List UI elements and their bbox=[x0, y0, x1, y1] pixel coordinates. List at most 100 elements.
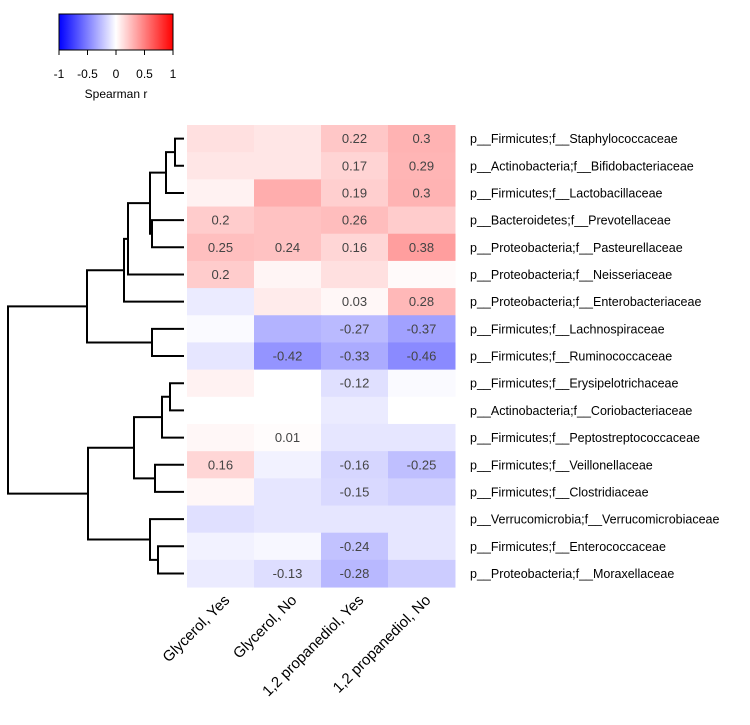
legend-tick-label: 0.5 bbox=[136, 67, 153, 81]
heatmap-cell bbox=[254, 288, 322, 316]
cell-value-label: -0.33 bbox=[340, 349, 370, 364]
row-labels: p__Firmicutes;f__Staphylococcaceae p__Act… bbox=[470, 132, 719, 581]
cell-value-label: 0.17 bbox=[342, 158, 367, 173]
heatmap-cell bbox=[388, 152, 456, 180]
heatmap-cell bbox=[388, 260, 456, 289]
heatmap-cell bbox=[254, 451, 322, 479]
cell-value-label: 0.22 bbox=[342, 131, 367, 146]
row-label: p__Actinobacteria;f__Bifidobacteriaceae bbox=[470, 159, 694, 173]
heatmap-cell bbox=[388, 179, 456, 208]
heatmap-cell bbox=[321, 451, 389, 479]
cell-value-label: -0.15 bbox=[340, 484, 370, 499]
row-dendrogram bbox=[7, 137, 184, 575]
cell-value-label: 0.24 bbox=[275, 240, 300, 255]
cell-value-label: 0.3 bbox=[412, 185, 430, 200]
heatmap-cell bbox=[254, 478, 322, 507]
heatmap-cell bbox=[254, 233, 322, 262]
row-label: p__Firmicutes;f__Erysipelotrichaceae bbox=[470, 377, 678, 391]
cell-value-label: -0.25 bbox=[407, 457, 437, 472]
row-label: p__Firmicutes;f__Lactobacillaceae bbox=[470, 186, 663, 200]
heatmap-cell bbox=[187, 396, 255, 425]
heatmap-cell bbox=[187, 260, 255, 289]
heatmap-cell bbox=[254, 315, 322, 343]
heatmap-cell bbox=[388, 505, 456, 534]
heatmap-cell bbox=[388, 288, 456, 316]
cell-value-label: -0.28 bbox=[340, 566, 370, 581]
row-label: p__Proteobacteria;f__Enterobacteriaceae bbox=[470, 295, 701, 309]
row-label: p__Bacteroidetes;f__Prevotellaceae bbox=[470, 214, 671, 228]
dendrogram-link bbox=[127, 202, 184, 276]
cell-value-label: -0.42 bbox=[273, 349, 303, 364]
dendrogram-link bbox=[86, 269, 152, 344]
heatmap-cell bbox=[321, 315, 389, 343]
cell-value-label: 0.2 bbox=[211, 267, 229, 282]
cell-value-label: -0.13 bbox=[273, 566, 303, 581]
color-legend: -1 -0.5 0 0.5 1 Spearman r bbox=[54, 13, 177, 101]
heatmap-cell bbox=[187, 288, 255, 316]
heatmap-cell bbox=[254, 260, 322, 289]
heatmap-cell bbox=[321, 206, 389, 235]
dendrogram-link bbox=[151, 327, 184, 358]
legend-tick-label: -1 bbox=[54, 67, 65, 81]
legend-title: Spearman r bbox=[85, 87, 148, 101]
heatmap-cell bbox=[388, 559, 456, 588]
cell-value-label: -0.37 bbox=[407, 321, 437, 336]
heatmap-cell bbox=[254, 396, 322, 425]
dendrogram-link bbox=[7, 305, 88, 495]
heatmap-cell bbox=[187, 342, 255, 371]
heatmap-cells: 0.22 0.3 0.17 0.29 0.19 0.3 0.2 0.26 0.25 0.24 0.1… bbox=[187, 125, 456, 588]
cell-value-label: 0.01 bbox=[275, 430, 300, 445]
heatmap-cell bbox=[388, 423, 456, 452]
dendrogram-link bbox=[169, 382, 184, 412]
row-label: p__Proteobacteria;f__Neisseriaceae bbox=[470, 268, 672, 282]
dendrogram-link bbox=[151, 219, 184, 249]
heatmap-cell bbox=[321, 260, 389, 289]
cell-value-label: 0.38 bbox=[409, 240, 434, 255]
heatmap-cell bbox=[254, 206, 322, 235]
heatmap-cell bbox=[388, 369, 456, 398]
heatmap-cell bbox=[388, 206, 456, 235]
heatmap-cell bbox=[388, 233, 456, 262]
heatmap-cell bbox=[321, 125, 389, 153]
row-label: p__Proteobacteria;f__Pasteurellaceae bbox=[470, 241, 683, 255]
heatmap-cell bbox=[187, 206, 255, 235]
heatmap-cell bbox=[187, 315, 255, 343]
row-label: p__Verrucomicrobia;f__Verrucomicrobiacea… bbox=[470, 513, 719, 527]
heatmap-cell bbox=[187, 423, 255, 452]
cell-value-label: 0.28 bbox=[409, 294, 434, 309]
heatmap-cell bbox=[254, 152, 322, 180]
heatmap-cell bbox=[187, 125, 255, 153]
cell-value-label: 0.26 bbox=[342, 213, 367, 228]
heatmap-cell bbox=[321, 505, 389, 534]
legend-tick-label: -0.5 bbox=[77, 67, 98, 81]
heatmap-cell bbox=[187, 505, 255, 534]
heatmap-cell bbox=[321, 152, 389, 180]
heatmap-cell bbox=[321, 342, 389, 371]
heatmap-cell bbox=[388, 532, 456, 561]
heatmap-cell bbox=[254, 532, 322, 561]
heatmap-cell bbox=[321, 559, 389, 588]
column-label: Glycerol, Yes bbox=[159, 592, 233, 666]
row-label: p__Actinobacteria;f__Coriobacteriaceae bbox=[470, 404, 692, 418]
heatmap-cell bbox=[321, 369, 389, 398]
heatmap-cell bbox=[187, 559, 255, 588]
cell-value-label: -0.24 bbox=[340, 539, 370, 554]
legend-gradient-bar bbox=[58, 13, 174, 51]
row-label: p__Firmicutes;f__Enterococcaceae bbox=[470, 540, 666, 554]
heatmap-cell bbox=[388, 396, 456, 425]
heatmap-cell bbox=[187, 233, 255, 262]
row-label: p__Firmicutes;f__Staphylococcaceae bbox=[470, 132, 678, 146]
heatmap-cell bbox=[321, 233, 389, 262]
heatmap-cell bbox=[254, 125, 322, 153]
heatmap-cell bbox=[321, 179, 389, 208]
dendrogram-link bbox=[161, 395, 184, 439]
cell-value-label: -0.16 bbox=[340, 457, 370, 472]
cell-value-label: 0.03 bbox=[342, 294, 367, 309]
heatmap-cell bbox=[388, 451, 456, 479]
cell-value-label: 0.19 bbox=[342, 185, 367, 200]
heatmap-cell bbox=[254, 505, 322, 534]
heatmap-cell bbox=[254, 559, 322, 588]
row-label: p__Firmicutes;f__Clostridiaceae bbox=[470, 485, 649, 499]
dendrogram-link bbox=[149, 518, 184, 561]
